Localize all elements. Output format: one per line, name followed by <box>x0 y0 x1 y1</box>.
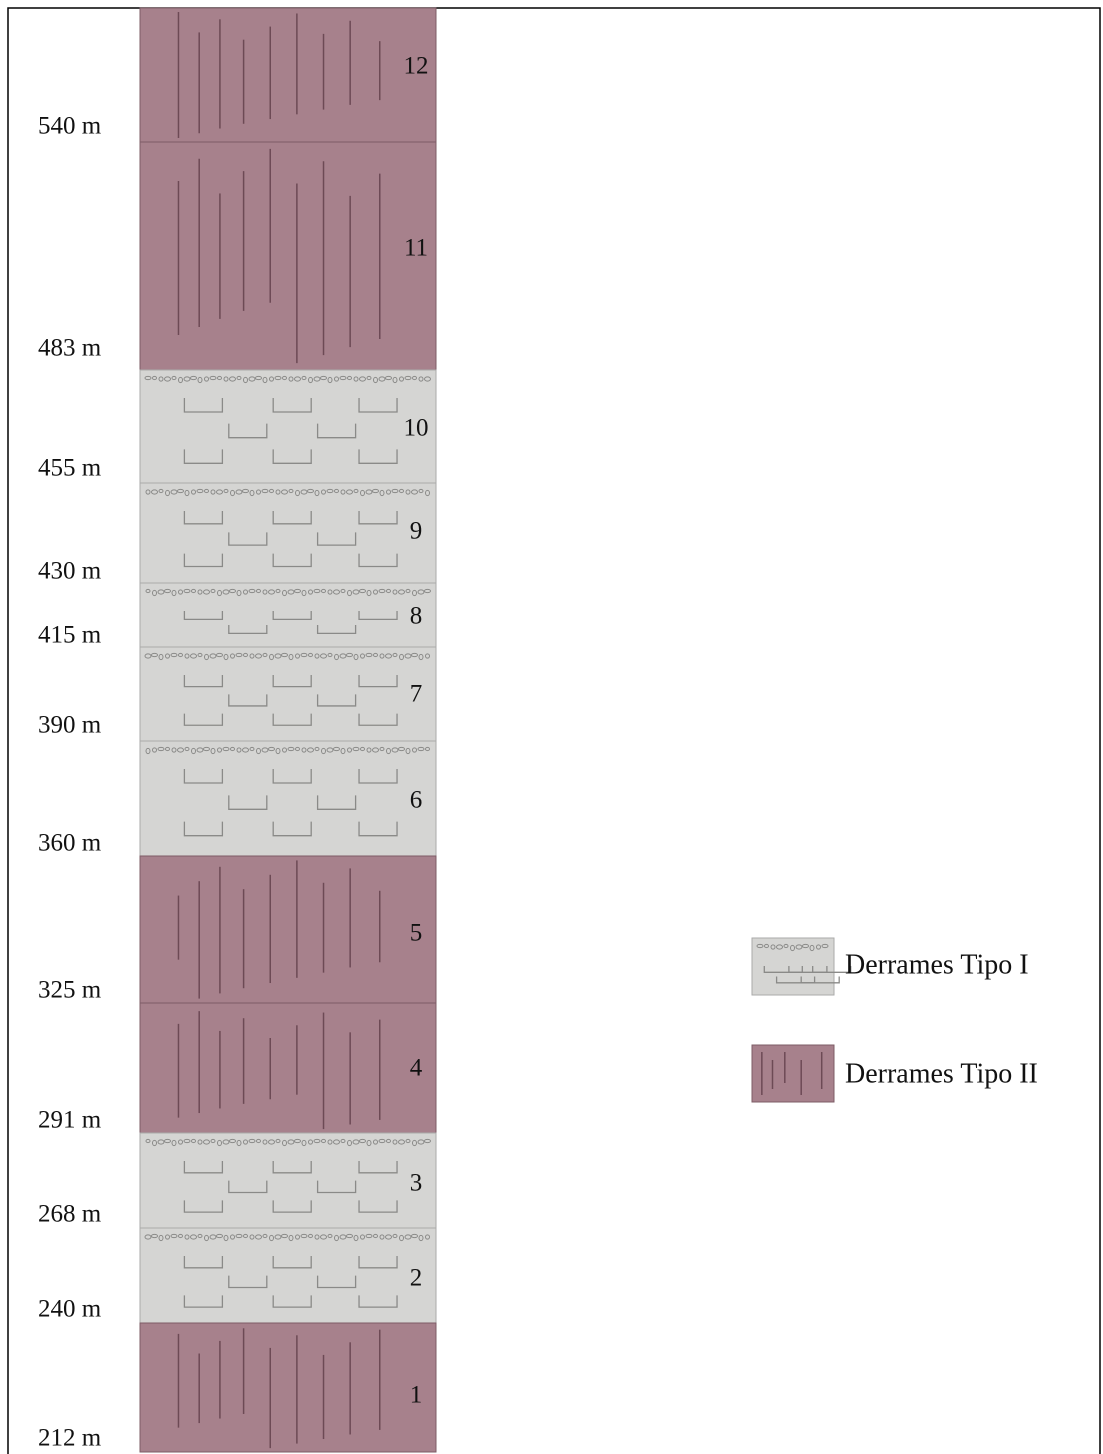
layer-type-ii <box>140 142 436 370</box>
layer-label: 11 <box>404 235 428 262</box>
page: 12 11 10 9 8 7 6 5 4 3 2 1 540 m 483 m 455 m 430 m 415 m… <box>0 0 1103 1454</box>
depth-label: 291 m <box>38 1107 102 1134</box>
depth-label: 540 m <box>38 113 102 140</box>
depth-label: 390 m <box>38 712 102 739</box>
layer-label: 1 <box>410 1382 423 1409</box>
layer-type-ii <box>140 8 436 142</box>
layer-label: 8 <box>410 603 423 630</box>
layer-label: 7 <box>410 681 423 708</box>
layer-type-i <box>140 647 436 741</box>
layer-label: 4 <box>410 1055 423 1082</box>
layer-type-ii <box>140 1003 436 1133</box>
stratigraphic-column: 12 11 10 9 8 7 6 5 4 3 2 1 540 m 483 m 455 m 430 m 415 m… <box>0 0 1103 1454</box>
depth-label: 360 m <box>38 830 102 857</box>
legend-label: Derrames Tipo II <box>845 1058 1038 1089</box>
layer-type-i <box>140 1133 436 1228</box>
layer-label: 12 <box>404 53 429 80</box>
depth-label: 325 m <box>38 977 102 1004</box>
depth-label: 240 m <box>38 1296 102 1323</box>
layer-label: 10 <box>404 415 429 442</box>
layer-type-ii <box>140 1323 436 1452</box>
layer-type-ii <box>140 856 436 1003</box>
layer-label: 2 <box>410 1265 423 1292</box>
layer-type-i <box>140 1228 436 1323</box>
depth-label: 483 m <box>38 335 102 362</box>
depth-label: 455 m <box>38 455 102 482</box>
depth-label: 212 m <box>38 1425 102 1452</box>
layer-type-i <box>140 370 436 483</box>
layer-label: 3 <box>410 1170 423 1197</box>
layer-label: 9 <box>410 518 423 545</box>
legend-label: Derrames Tipo I <box>845 949 1029 980</box>
depth-label: 268 m <box>38 1201 102 1228</box>
layer-label: 5 <box>410 920 423 947</box>
layer-label: 6 <box>410 787 423 814</box>
depth-label: 430 m <box>38 558 102 585</box>
layer-type-i <box>140 741 436 856</box>
depth-label: 415 m <box>38 622 102 649</box>
layer-type-i <box>140 483 436 583</box>
